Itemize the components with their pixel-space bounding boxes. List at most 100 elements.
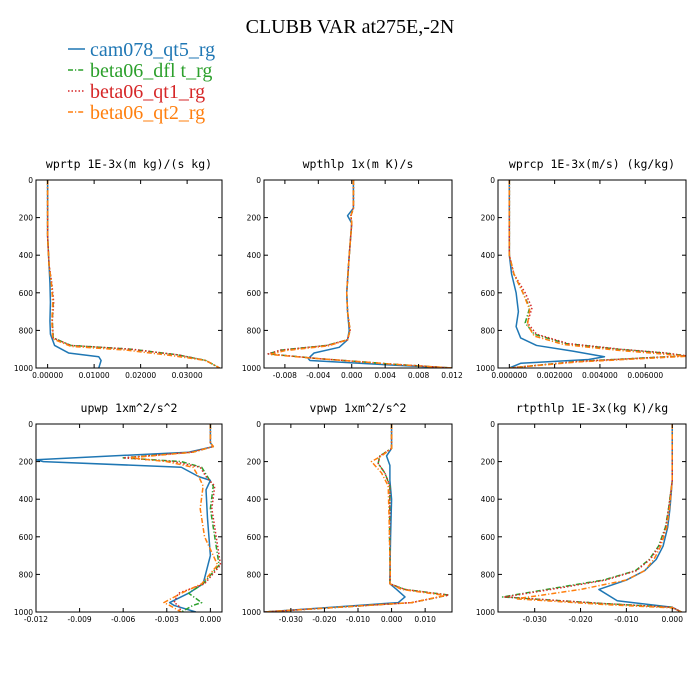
panel-title: upwp 1xm^2/s^2 (81, 401, 178, 415)
x-tick-label: 0.006000 (627, 371, 663, 380)
series-line (129, 424, 219, 612)
x-tick-label: -0.009 (68, 615, 92, 624)
x-tick-label: -0.020 (312, 615, 336, 624)
legend-label: beta06_qt1_rg (90, 81, 205, 103)
y-tick-label: 1000 (476, 364, 495, 373)
legend-item: beta06_qt1_rg (68, 81, 205, 103)
series-group (264, 424, 450, 612)
x-tick-label: -0.010 (346, 615, 370, 624)
panel-title: wpthlp 1x(m K)/s (303, 157, 414, 171)
panel: wprtp 1E-3x(m kg)/(s kg) 0.00000 0.01000 0.… (14, 157, 223, 380)
y-tick-label: 800 (19, 326, 34, 335)
legend-label: beta06_dfl t_rg (90, 60, 212, 82)
panel-title: wprcp 1E-3x(m/s) (kg/kg) (509, 157, 675, 171)
y-tick-label: 0 (256, 176, 261, 185)
x-tick-label: -0.020 (568, 615, 592, 624)
y-tick-label: 800 (481, 326, 496, 335)
series-group (508, 180, 686, 368)
x-tick-label: -0.003 (155, 615, 179, 624)
series-line (508, 180, 606, 368)
series-line (264, 424, 450, 612)
y-tick-label: 200 (247, 458, 262, 467)
panel-title: vpwp 1xm^2/s^2 (310, 401, 407, 415)
y-tick-label: 400 (247, 251, 262, 260)
series-line (46, 180, 221, 368)
series-line (264, 424, 450, 612)
plot-frame (35, 179, 223, 369)
y-tick-label: 600 (19, 289, 34, 298)
x-tick-label: 0.002000 (537, 371, 573, 380)
series-line (264, 424, 406, 612)
y-tick-label: 600 (247, 533, 262, 542)
y-tick-label: 200 (19, 458, 34, 467)
x-tick-label: 0.00000 (32, 371, 63, 380)
y-tick-label: 1000 (14, 364, 33, 373)
legend-label: cam078_qt5_rg (90, 39, 215, 61)
y-tick-label: 0 (28, 176, 33, 185)
series-line (46, 180, 102, 368)
y-tick-label: 200 (481, 214, 496, 223)
legend-item: beta06_qt2_rg (68, 102, 205, 124)
series-line (46, 180, 221, 368)
legend-label: beta06_qt2_rg (90, 102, 205, 124)
series-line (267, 180, 452, 368)
x-tick-label: 0.012 (441, 371, 463, 380)
series-line (122, 424, 220, 612)
series-group (501, 424, 682, 612)
panel: vpwp 1xm^2/s^2 -0.030 -0.020 -0.010 0.000 0.0… (242, 401, 453, 624)
y-tick-label: 800 (247, 570, 262, 579)
y-tick-label: 0 (256, 420, 261, 429)
panel: wpthlp 1x(m K)/s -0.008 -0.004 0.000 0.004 0.… (242, 157, 463, 380)
plot-frame (497, 179, 687, 369)
y-tick-label: 400 (481, 251, 496, 260)
x-tick-label: 0.004 (374, 371, 396, 380)
x-tick-label: 0.000 (662, 615, 684, 624)
x-tick-label: 0.008 (408, 371, 430, 380)
series-group (46, 180, 221, 368)
y-tick-label: 600 (481, 533, 496, 542)
series-line (504, 424, 682, 612)
y-tick-label: 0 (490, 176, 495, 185)
panel: upwp 1xm^2/s^2 -0.012 -0.009 -0.006 -0.003 0.… (14, 401, 223, 624)
y-tick-label: 200 (247, 214, 262, 223)
y-tick-label: 800 (247, 326, 262, 335)
y-tick-label: 1000 (242, 364, 261, 373)
plot-frame (263, 423, 453, 613)
series-line (122, 424, 222, 612)
x-tick-label: -0.012 (24, 615, 48, 624)
y-tick-label: 400 (19, 251, 34, 260)
x-tick-label: 0.000 (200, 615, 222, 624)
x-tick-label: -0.008 (273, 371, 297, 380)
series-line (267, 180, 452, 368)
series-group (267, 180, 452, 368)
y-tick-label: 800 (19, 570, 34, 579)
figure-title: CLUBB VAR at275E,-2N (246, 16, 455, 38)
y-tick-label: 400 (247, 495, 262, 504)
x-tick-label: 0.000000 (491, 371, 527, 380)
series-line (515, 424, 682, 612)
x-tick-label: 0.004000 (582, 371, 618, 380)
plot-frame (263, 179, 453, 369)
x-tick-label: -0.030 (523, 615, 547, 624)
plot-frame (497, 423, 687, 613)
series-line (508, 180, 686, 368)
y-tick-label: 600 (481, 289, 496, 298)
plot-frame (35, 423, 223, 613)
series-line (46, 180, 221, 368)
panel: rtpthlp 1E-3x(kg K)/kg -0.030 -0.020 -0.010… (476, 401, 687, 624)
panels-grid: wprtp 1E-3x(m kg)/(s kg)0.00000 0.01000 0.… (14, 157, 687, 624)
series-line (307, 180, 452, 368)
series-line (598, 424, 682, 612)
panel: wprcp 1E-3x(m/s) (kg/kg) 0.000000 0.002000… (476, 157, 687, 380)
panel-title: wprtp 1E-3x(m kg)/(s kg) (46, 157, 212, 171)
y-tick-label: 600 (19, 533, 34, 542)
x-tick-label: 0.03000 (172, 371, 203, 380)
series-line (269, 180, 452, 368)
x-tick-label: 0.010 (414, 615, 436, 624)
x-tick-label: -0.004 (306, 371, 330, 380)
legend-item: beta06_dfl t_rg (68, 60, 212, 82)
series-line (508, 180, 686, 368)
series-group (36, 424, 222, 612)
y-tick-label: 0 (28, 420, 33, 429)
x-tick-label: 0.000 (381, 615, 403, 624)
